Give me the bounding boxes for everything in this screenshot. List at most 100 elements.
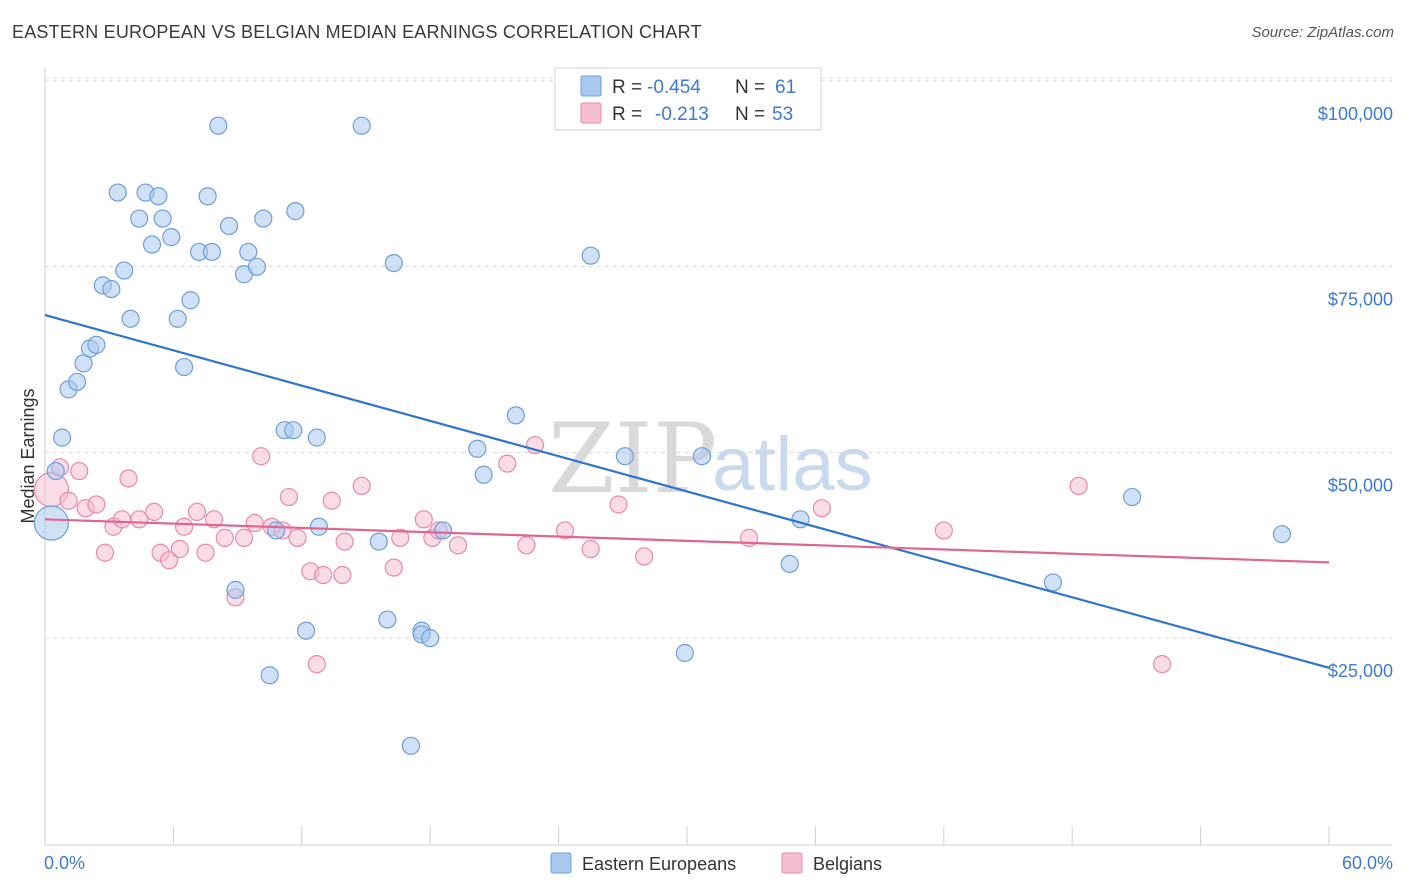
eastern-europeans-point-17 [153, 209, 172, 228]
belgians-point-6 [95, 543, 115, 562]
eastern-europeans-point-41 [369, 532, 388, 551]
belgians-point-21 [234, 528, 254, 547]
eastern-europeans-point-24 [202, 242, 222, 262]
eastern-europeans-point-29 [239, 242, 258, 262]
belgians-point-10 [130, 510, 149, 529]
belgians-point-33 [352, 476, 371, 495]
eastern-europeans-point-44 [401, 736, 421, 755]
eastern-europeans-point-53 [615, 447, 635, 466]
eastern-europeans-point-25 [209, 116, 228, 135]
x-ticks [44, 826, 1330, 845]
belgians-point-11 [145, 502, 164, 521]
y-tick-label-1: $50,000 [1328, 475, 1393, 495]
eastern-europeans-point-47 [421, 629, 440, 648]
belgians-point-23 [252, 447, 271, 466]
belgians-trend-line [44, 518, 1330, 564]
eastern-europeans-point-30 [247, 257, 266, 276]
chart-title: EASTERN EUROPEAN VS BELGIAN MEDIAN EARNI… [12, 22, 702, 42]
legend-n-value-1: 61 [775, 77, 796, 98]
belgians-point-46 [635, 547, 654, 566]
legend-r-value-1: -0.454 [647, 77, 701, 98]
eastern-europeans-point-32 [260, 666, 279, 685]
belgians-point-17 [196, 543, 215, 562]
legend-swatch-pink [580, 102, 602, 124]
bottom-legend-swatch-pink [781, 852, 803, 874]
trend-lines [44, 314, 1330, 669]
eastern-europeans-point-43 [384, 254, 403, 273]
belgians-point-22 [245, 513, 264, 533]
eastern-europeans-point-38 [307, 428, 326, 447]
eastern-europeans-point-33 [267, 521, 286, 540]
belgians-point-45 [609, 495, 628, 514]
y-tick-label-2: $75,000 [1328, 290, 1393, 310]
belgians-point-3 [70, 461, 89, 481]
legend-r-value-2: -0.213 [655, 104, 709, 125]
gridlines [45, 77, 1392, 639]
eastern-europeans-trend-line [44, 314, 1330, 669]
y-tick-label-0: $25,000 [1328, 661, 1393, 681]
axes [44, 68, 1392, 846]
eastern-europeans-point-21 [181, 291, 200, 310]
belgians-point-14 [170, 539, 189, 559]
eastern-europeans-point-31 [254, 209, 273, 228]
eastern-europeans-point-59 [1123, 487, 1142, 507]
eastern-europeans-point-19 [168, 309, 187, 328]
eastern-europeans-point-1 [46, 461, 65, 481]
belgians-point-50 [1069, 476, 1088, 495]
eastern-europeans-point-7 [87, 335, 106, 354]
eastern-europeans-point-23 [198, 187, 217, 206]
eastern-europeans-point-37 [296, 621, 316, 640]
eastern-europeans-point-56 [780, 554, 799, 573]
belgians-point-18 [204, 510, 224, 529]
eastern-europeans-point-0 [33, 505, 70, 541]
belgians-point-41 [517, 536, 536, 555]
eastern-europeans-point-40 [352, 116, 371, 135]
belgians-point-32 [335, 532, 354, 551]
bottom-legend: Eastern Europeans Belgians [550, 852, 882, 874]
legend-n-label-1: N = [735, 77, 765, 98]
eastern-europeans-point-16 [149, 187, 168, 206]
eastern-europeans-point-11 [115, 261, 134, 280]
eastern-europeans-point-26 [219, 216, 239, 236]
belgians-point-29 [314, 565, 333, 585]
eastern-europeans-points [33, 116, 1292, 755]
legend-r-label-2: R = [612, 104, 642, 125]
y-tick-label-3: $100,000 [1318, 104, 1393, 124]
eastern-europeans-point-35 [284, 421, 303, 440]
belgians-point-31 [333, 565, 352, 585]
legend-swatch-blue [580, 75, 602, 97]
y-axis-title: Median Earnings [18, 388, 38, 523]
belgians-point-26 [279, 487, 299, 507]
bottom-legend-label-belgians: Belgians [813, 854, 882, 874]
eastern-europeans-point-39 [309, 517, 329, 536]
eastern-europeans-point-4 [67, 372, 87, 392]
belgians-point-19 [215, 528, 234, 547]
eastern-europeans-point-42 [378, 610, 397, 629]
eastern-europeans-point-55 [692, 447, 712, 466]
legend-n-value-2: 53 [772, 104, 793, 125]
y-tick-labels: $25,000 $50,000 $75,000 $100,000 [1318, 104, 1393, 681]
eastern-europeans-point-9 [102, 279, 121, 299]
legend-n-label-2: N = [735, 104, 765, 125]
eastern-europeans-point-15 [142, 235, 162, 254]
eastern-europeans-point-48 [433, 521, 453, 540]
legend-r-label-1: R = [612, 77, 642, 98]
belgians-point-43 [555, 521, 575, 540]
belgians-point-8 [112, 510, 132, 529]
legend-box: R = -0.454 N = 61 R = -0.213 N = 53 [554, 67, 822, 131]
eastern-europeans-point-2 [53, 428, 72, 447]
source-label: Source: ZipAtlas.com [1251, 24, 1394, 41]
x-tick-label-max: 60.0% [1342, 853, 1393, 873]
eastern-europeans-point-58 [1043, 573, 1063, 592]
belgians-point-52 [307, 655, 326, 674]
belgians-point-30 [322, 491, 341, 510]
eastern-europeans-point-10 [108, 183, 127, 202]
belgians-point-35 [391, 528, 410, 547]
eastern-europeans-point-13 [130, 209, 149, 228]
eastern-europeans-point-54 [675, 643, 694, 663]
x-tick-label-min: 0.0% [44, 853, 85, 873]
belgians-point-48 [812, 499, 831, 518]
belgians-point-44 [581, 539, 600, 559]
eastern-europeans-point-36 [286, 202, 305, 221]
